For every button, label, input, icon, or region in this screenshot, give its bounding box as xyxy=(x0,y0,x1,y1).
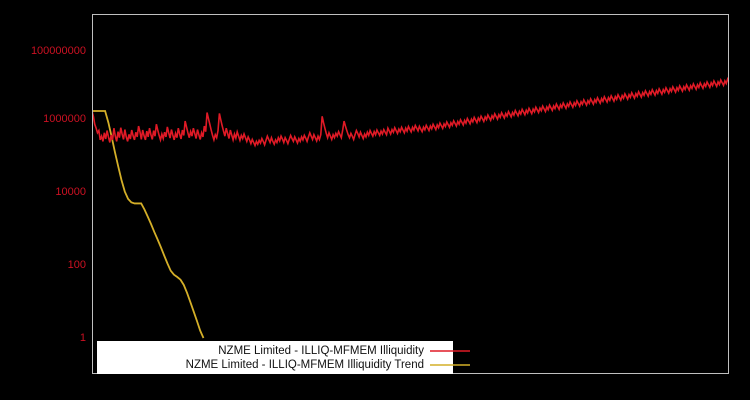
series-line-illiquidity xyxy=(92,76,729,148)
y-tick-label-10000: 10000 xyxy=(55,186,86,198)
legend-label-illiquidity-trend: NZME Limited - ILLIQ-MFMEM Illiquidity T… xyxy=(186,359,424,371)
y-tick-label-1: 1 xyxy=(80,332,86,344)
y-tick-label-1000000: 1000000 xyxy=(43,113,86,125)
legend-background xyxy=(97,341,453,374)
y-tick-label-100000000: 100000000 xyxy=(31,45,86,57)
y-axis-tick-labels: 100000000 1000000 10000 100 1 xyxy=(31,45,86,344)
legend: NZME Limited - ILLIQ-MFMEM Illiquidity N… xyxy=(97,341,470,374)
y-tick-label-100: 100 xyxy=(68,259,86,271)
series-line-illiquidity-trend xyxy=(92,110,205,339)
legend-label-illiquidity: NZME Limited - ILLIQ-MFMEM Illiquidity xyxy=(218,345,424,357)
